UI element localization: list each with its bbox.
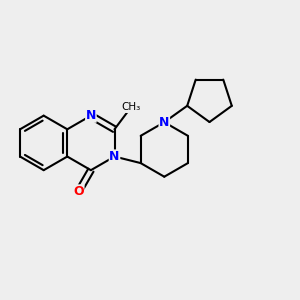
Text: CH₃: CH₃ [121,103,140,112]
Text: N: N [109,150,120,163]
Text: N: N [159,116,169,129]
Text: O: O [73,185,84,198]
Text: N: N [86,109,96,122]
